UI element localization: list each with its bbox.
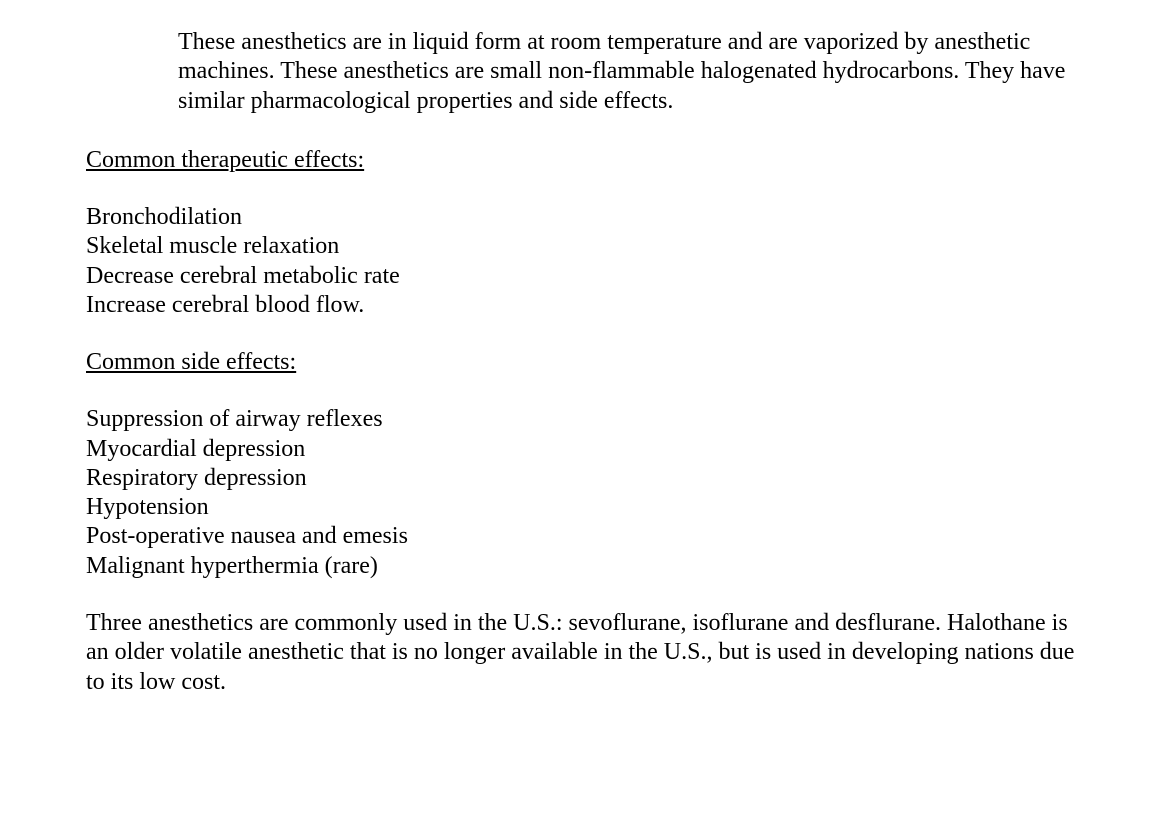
side-effects-list: Suppression of airway reflexes Myocardia… bbox=[86, 405, 1088, 581]
side-effects-heading: Common side effects: bbox=[86, 348, 1088, 377]
intro-paragraph: These anesthetics are in liquid form at … bbox=[86, 28, 1088, 116]
therapeutic-heading: Common therapeutic effects: bbox=[86, 146, 1088, 175]
list-item: Bronchodilation bbox=[86, 203, 1088, 232]
document-page: These anesthetics are in liquid form at … bbox=[0, 0, 1174, 697]
list-item: Malignant hyperthermia (rare) bbox=[86, 552, 1088, 581]
list-item: Myocardial depression bbox=[86, 435, 1088, 464]
list-item: Post-operative nausea and emesis bbox=[86, 522, 1088, 551]
list-item: Hypotension bbox=[86, 493, 1088, 522]
list-item: Increase cerebral blood flow. bbox=[86, 291, 1088, 320]
therapeutic-list: Bronchodilation Skeletal muscle relaxati… bbox=[86, 203, 1088, 320]
list-item: Decrease cerebral metabolic rate bbox=[86, 262, 1088, 291]
list-item: Respiratory depression bbox=[86, 464, 1088, 493]
closing-paragraph: Three anesthetics are commonly used in t… bbox=[86, 609, 1088, 697]
list-item: Suppression of airway reflexes bbox=[86, 405, 1088, 434]
list-item: Skeletal muscle relaxation bbox=[86, 232, 1088, 261]
